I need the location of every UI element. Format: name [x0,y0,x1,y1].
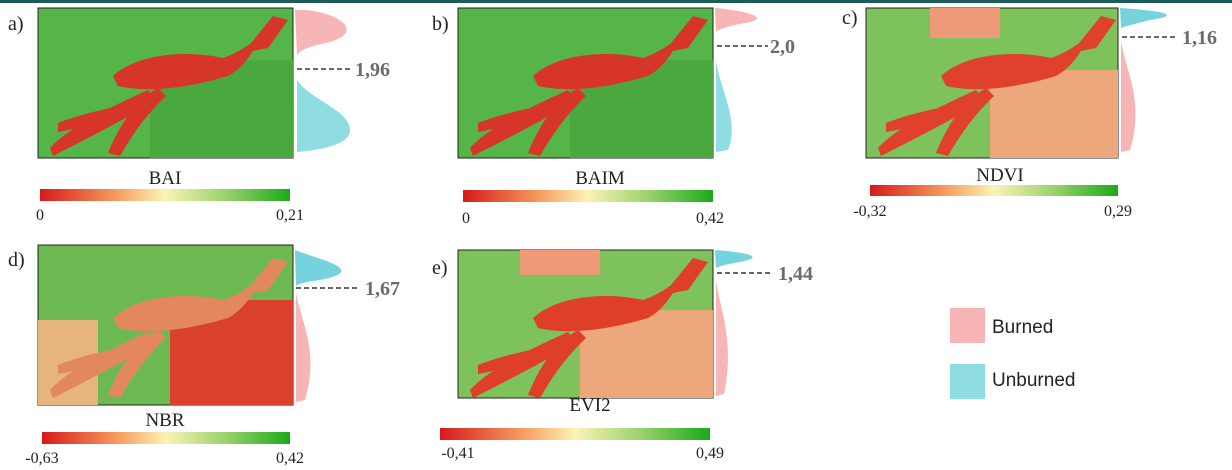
density-unburned [297,80,350,152]
colorbar [40,189,290,201]
panel-label: a) [8,13,24,35]
panel: e) 1,44 EVI2 -0,41 0,49 [432,249,813,462]
legend-swatch [950,308,985,343]
index-name: BAI [149,168,182,189]
density-burned [295,9,347,55]
legend: Burned Unburned [950,308,1075,399]
density-burned [715,8,757,32]
scale-min: 0 [36,207,44,224]
index-name: BAIM [575,168,625,189]
panel: c) 1,16 NDVI -0,32 0,29 [842,7,1217,220]
panel-label: d) [8,249,25,271]
separability: 1,16 [1182,27,1217,49]
scale-max: 0,42 [276,450,304,467]
panel: d) 1,67 NBR -0,63 0,42 [8,244,400,467]
density-unburned [295,250,342,286]
colorbar [440,428,710,440]
scale-max: 0,49 [696,445,724,462]
legend-swatch [950,364,985,399]
separability: 1,67 [365,278,400,300]
scale-min: -0,32 [853,203,886,220]
colorbar [42,432,290,444]
index-name: NBR [145,410,184,431]
panel-label: e) [432,257,448,279]
separability: 1,44 [778,263,813,285]
scale-min: -0,41 [441,445,474,462]
separability: 1,96 [355,59,390,81]
density-unburned [716,60,732,152]
panel: a) 1,96 BAI 0 0,21 [8,7,390,224]
density-burned [296,292,311,402]
index-name: NDVI [976,165,1024,186]
panel-label: b) [432,13,449,35]
density-burned [1121,40,1136,152]
scale-min: -0,63 [25,450,58,467]
scale-max: 0,42 [696,210,724,227]
top-border [0,0,1232,3]
map-field [930,8,1000,38]
panel: b) 2,0 BAIM 0 0,42 [432,7,795,227]
map-field [520,250,600,275]
scale-max: 0,21 [276,207,304,224]
panel-label: c) [842,7,858,29]
legend-label: Unburned [992,370,1075,391]
legend-label: Burned [992,317,1053,338]
density-unburned [715,250,753,268]
density-unburned [1120,8,1167,28]
scale-max: 0,29 [1104,203,1132,220]
separability: 2,0 [770,36,795,58]
density-burned [716,280,728,396]
scale-min: 0 [462,210,470,227]
index-name: EVI2 [569,395,610,416]
colorbar [463,190,713,202]
colorbar [870,185,1118,196]
